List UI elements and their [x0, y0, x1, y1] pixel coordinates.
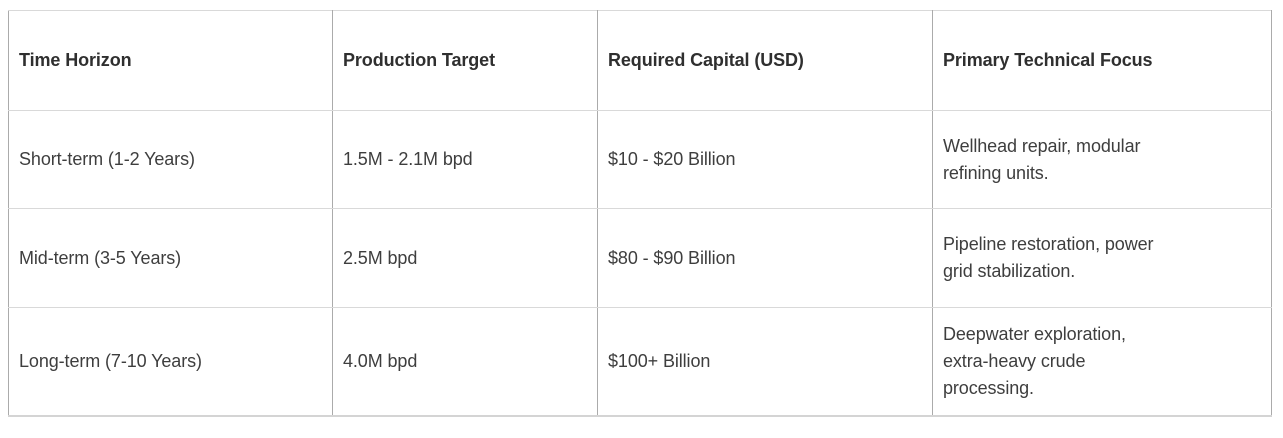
table-row: Mid-term (3-5 Years) 2.5M bpd $80 - $90 … — [8, 208, 1272, 308]
cell-primary-focus: Pipeline restoration, power grid stabili… — [932, 208, 1272, 308]
cell-production-target: 4.0M bpd — [332, 307, 598, 417]
investment-horizon-table: Time Horizon Production Target Required … — [8, 10, 1272, 417]
cell-required-capital: $100+ Billion — [597, 307, 933, 417]
column-header-time-horizon: Time Horizon — [8, 10, 333, 111]
cell-time-horizon: Mid-term (3-5 Years) — [8, 208, 333, 308]
column-header-required-capital: Required Capital (USD) — [597, 10, 933, 111]
cell-production-target: 1.5M - 2.1M bpd — [332, 110, 598, 209]
cell-production-target: 2.5M bpd — [332, 208, 598, 308]
table-row: Long-term (7-10 Years) 4.0M bpd $100+ Bi… — [8, 307, 1272, 417]
table-row: Short-term (1-2 Years) 1.5M - 2.1M bpd $… — [8, 110, 1272, 209]
column-header-production-target: Production Target — [332, 10, 598, 111]
cell-required-capital: $80 - $90 Billion — [597, 208, 933, 308]
cell-time-horizon: Short-term (1-2 Years) — [8, 110, 333, 209]
cell-primary-focus: Deepwater exploration, extra-heavy crude… — [932, 307, 1272, 417]
header-row: Time Horizon Production Target Required … — [8, 10, 1272, 111]
cell-primary-focus: Wellhead repair, modular refining units. — [932, 110, 1272, 209]
cell-time-horizon: Long-term (7-10 Years) — [8, 307, 333, 417]
column-header-primary-technical-focus: Primary Technical Focus — [932, 10, 1272, 111]
cell-required-capital: $10 - $20 Billion — [597, 110, 933, 209]
